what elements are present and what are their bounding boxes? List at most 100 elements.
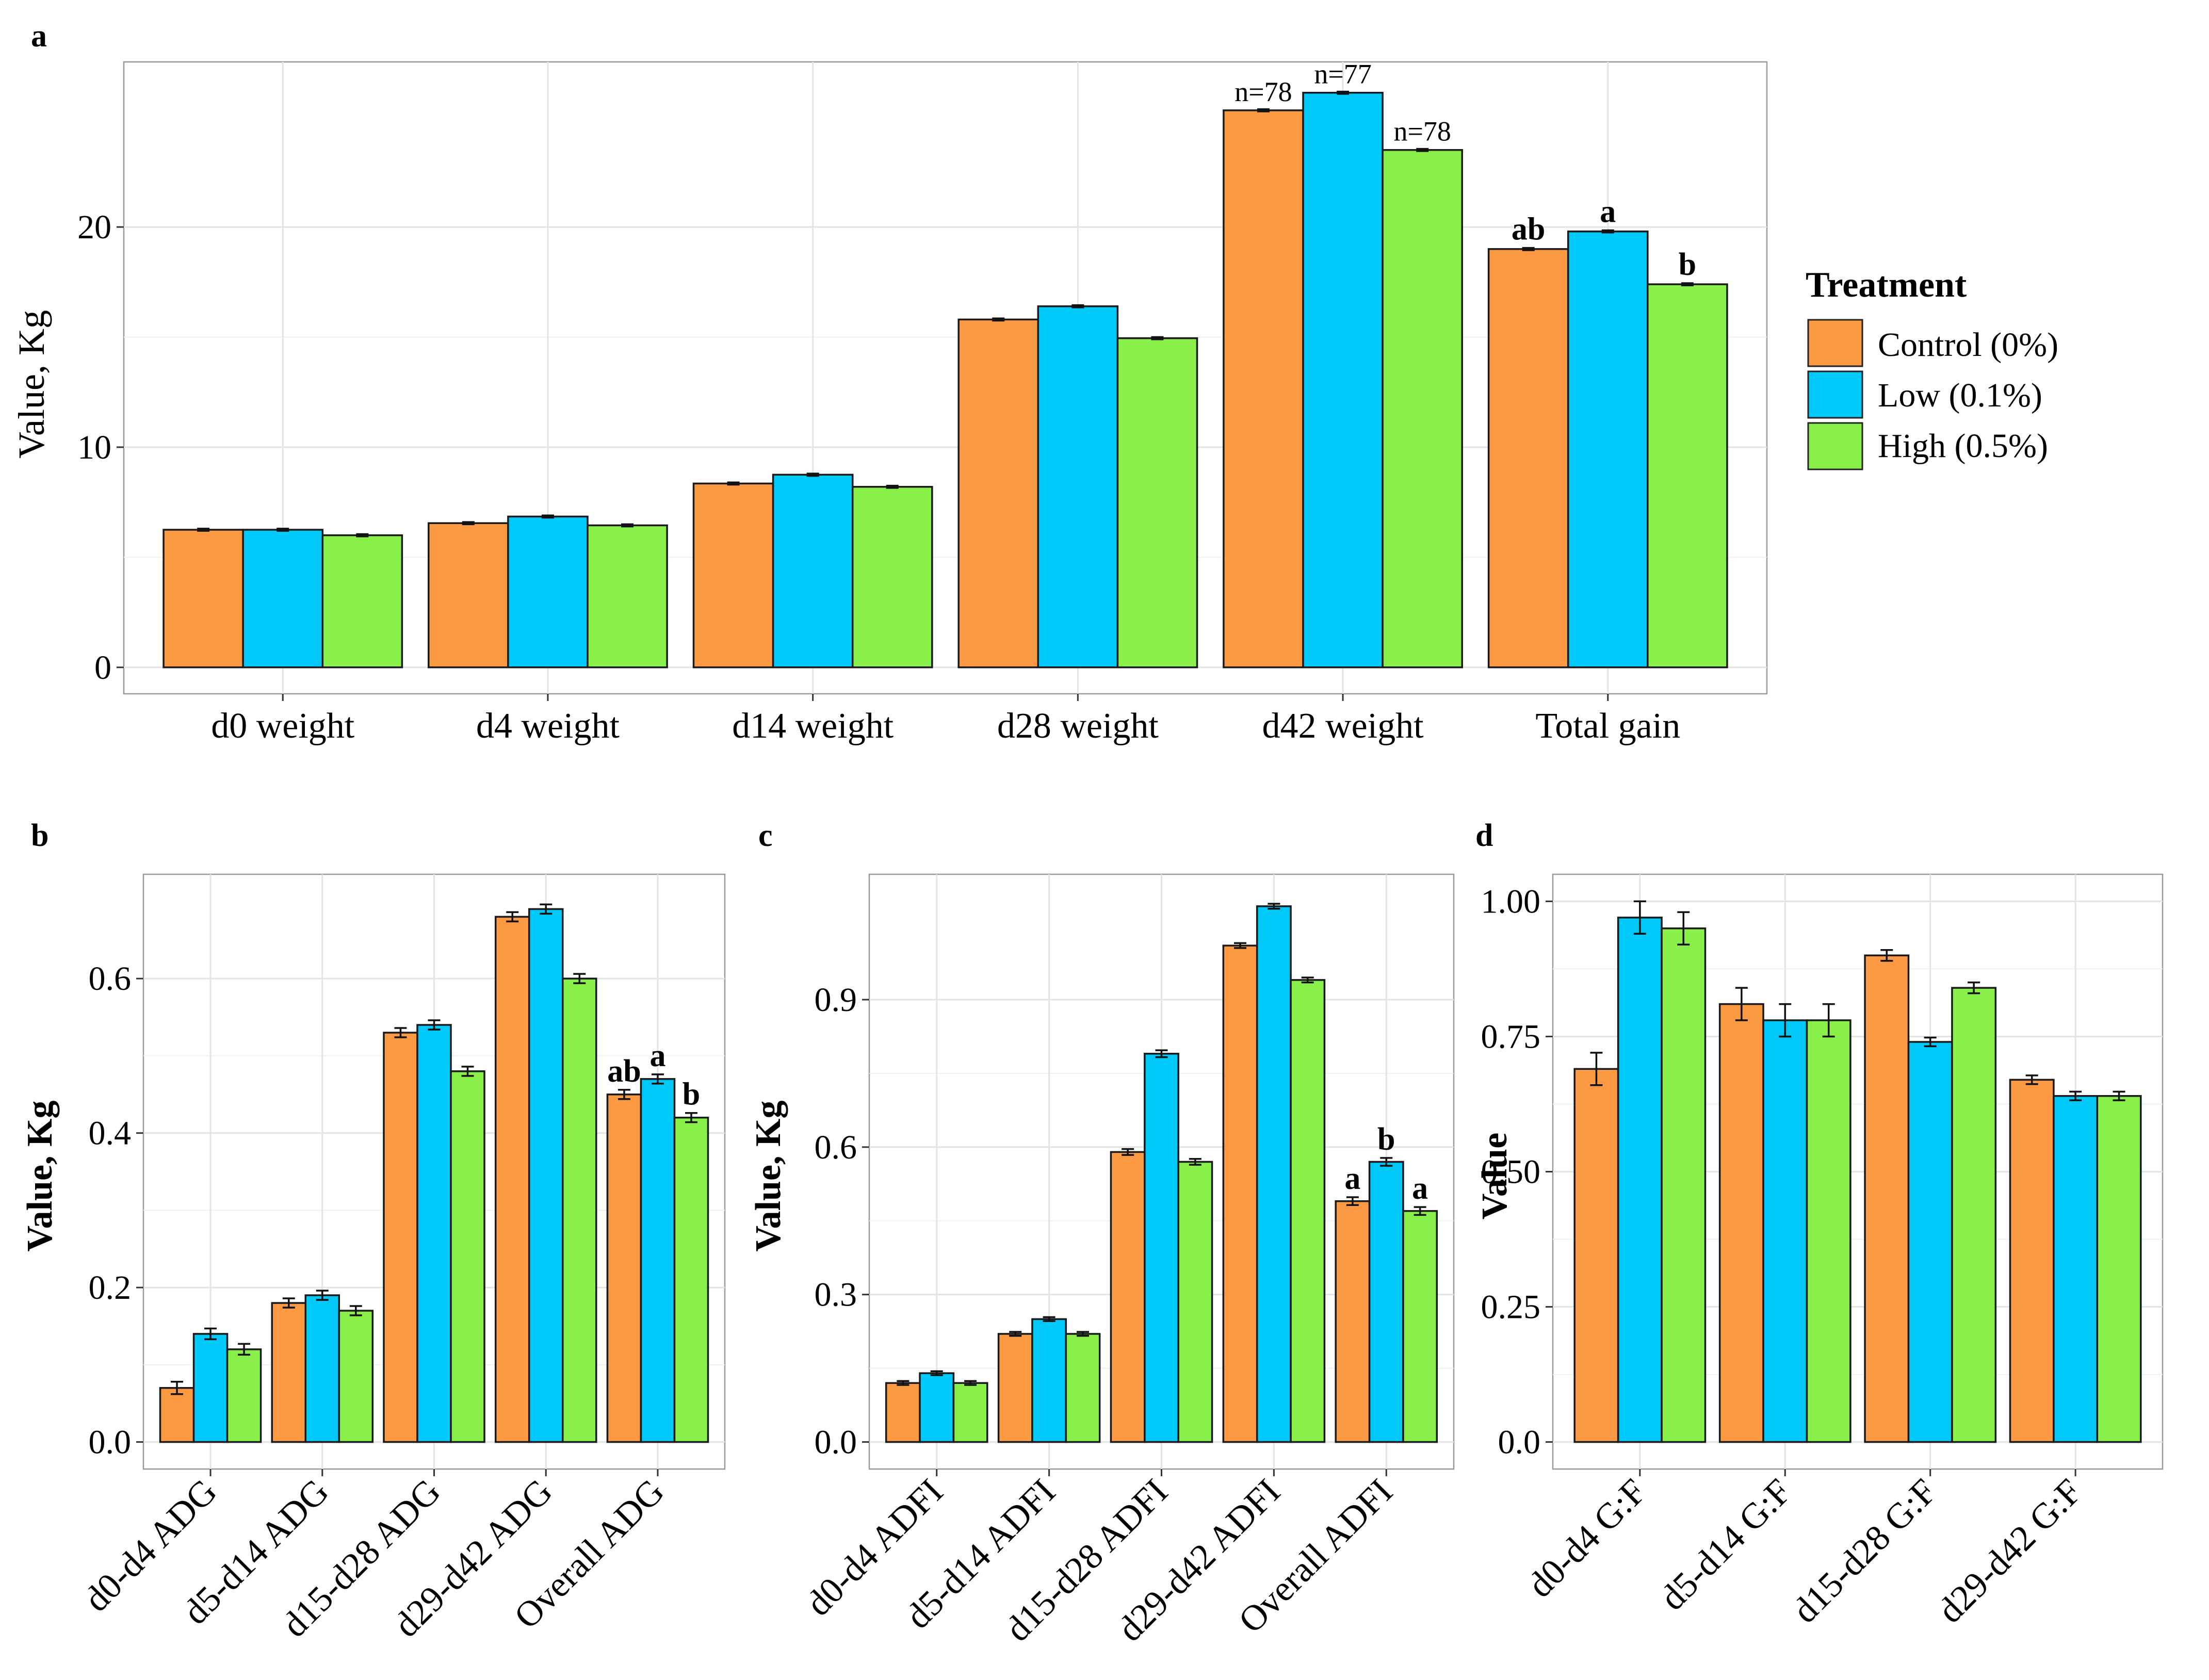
panel-b-annotation: ab [607, 1054, 641, 1089]
panel-b-ytick-label: 0.6 [89, 960, 132, 998]
panel-a-bar [163, 529, 244, 668]
panel-d-ytick-label: 0.25 [1481, 1288, 1541, 1326]
panel-a-bar [1223, 109, 1304, 668]
panel-b-annotation: a [649, 1038, 665, 1073]
panel-a-annotation: n=77 [1314, 59, 1371, 90]
panel-b-bar [226, 1348, 262, 1443]
panel-b-bar [271, 1302, 307, 1443]
panel-b-bar [416, 1024, 452, 1443]
panel-a-bar [1567, 230, 1649, 668]
panel-c-bar [1222, 944, 1258, 1443]
panel-b-bar [561, 977, 597, 1443]
panel-d-bar [1617, 917, 1663, 1443]
panel-b-bar [606, 1094, 642, 1443]
panel-d-bar [1907, 1041, 1953, 1443]
panel-c-bar [1144, 1053, 1179, 1443]
panel-c-ytick-label: 0.9 [815, 981, 857, 1019]
panel-b-bar [640, 1078, 676, 1443]
panel-d-bar [2009, 1079, 2055, 1443]
legend-label-control: Control (0%) [1878, 326, 2058, 364]
panel-b-bar [304, 1294, 340, 1443]
panel-b-ytick-label: 0.0 [89, 1424, 132, 1461]
panel-c-bar [1177, 1161, 1213, 1443]
panel-a-bar [1037, 305, 1119, 668]
panel-a-annotation: ab [1512, 212, 1545, 247]
panel-c-ytick-label: 0.0 [815, 1424, 857, 1461]
panel-c-bar [919, 1372, 955, 1443]
panel-d-ytick-label: 0.75 [1481, 1018, 1541, 1055]
panel-c-ylabel: Value, Kg [749, 1100, 788, 1251]
panel-d-ytick-label: 1.00 [1481, 883, 1541, 920]
panel-c-bar [1031, 1318, 1067, 1443]
panel-d-ytick-label: 0.50 [1481, 1153, 1541, 1191]
panel-d-bar [1864, 954, 1910, 1443]
panel-a-bar [242, 529, 324, 668]
panel-a-bar [1647, 283, 1728, 668]
panel-c-bar [885, 1382, 921, 1443]
panel-a-bar [587, 524, 668, 668]
panel-c-ytick-label: 0.3 [815, 1276, 857, 1314]
panel-a-bar [772, 474, 854, 668]
panel-a-category-label: d14 weight [732, 706, 894, 746]
panel-a-bar [1487, 248, 1569, 668]
panel-b-bar [673, 1116, 709, 1443]
panel-a-category-label: Total gain [1535, 706, 1680, 746]
panel-a-category-label: d0 weight [211, 706, 355, 746]
panel-c-bar [1065, 1333, 1101, 1443]
panel-label-b: b [31, 818, 48, 853]
panel-a-bar [1302, 92, 1384, 668]
panel-a-bar [1382, 149, 1463, 668]
panel-c-annotation: b [1377, 1122, 1395, 1157]
panel-b-ylabel: Value, Kg [20, 1100, 60, 1251]
panel-b-bar [383, 1032, 418, 1443]
panel-c-ytick-label: 0.6 [815, 1129, 857, 1166]
panel-c-bar [1335, 1200, 1371, 1443]
panel-d-bar [2096, 1095, 2142, 1443]
panel-a-bar [692, 482, 774, 668]
panel-d-chart: 0.0 0.25 0.50 0.75 1.00 d0-d4 G:Fd5-d14 G:Fd1… [1475, 873, 2164, 1631]
legend-title: Treatment [1806, 265, 1967, 305]
panel-d-ylabel: Value [1475, 1133, 1515, 1220]
panel-d-ytick-label: 0.0 [1498, 1424, 1541, 1461]
panel-d-bar [1573, 1068, 1619, 1443]
panel-a-annotation: n=78 [1235, 76, 1292, 107]
panel-c-bar [997, 1333, 1033, 1443]
panel-a-ytick-label: 0 [94, 649, 111, 687]
panel-a-annotation: b [1679, 247, 1696, 282]
panel-c-bar [1290, 979, 1326, 1443]
panel-a-category-label: d4 weight [476, 706, 620, 746]
legend-swatch-low [1807, 370, 1863, 419]
panel-a-ytick-label: 20 [77, 208, 111, 246]
panel-b-ytick-label: 0.2 [89, 1269, 132, 1307]
panel-b-bar [528, 908, 564, 1443]
panel-b-bar [450, 1070, 485, 1443]
panel-d-bar [1762, 1019, 1808, 1443]
panel-label-a: a [31, 19, 47, 54]
legend-swatch-control [1807, 319, 1863, 367]
panel-label-d: d [1475, 818, 1493, 853]
legend-label-low: Low (0.1%) [1878, 377, 2042, 414]
panel-a-bar [957, 318, 1039, 668]
legend: Treatment Control (0%) Low (0.1%) High (… [1806, 265, 2058, 470]
panel-a-bar [851, 486, 933, 668]
panel-c-bar [952, 1382, 988, 1443]
panel-b-ytick-label: 0.4 [89, 1115, 132, 1152]
panel-d-bar [1806, 1019, 1851, 1443]
panel-b-annotation: b [683, 1077, 700, 1112]
panel-a-category-label: d42 weight [1262, 706, 1424, 746]
panel-b-bar [159, 1387, 195, 1443]
panel-c-bar [1256, 905, 1292, 1443]
legend-swatch-high [1807, 422, 1863, 470]
panel-b-bar [192, 1333, 229, 1443]
panel-c-bar [1110, 1151, 1146, 1443]
panel-a-bar [507, 515, 589, 668]
panel-c-annotation: a [1344, 1161, 1360, 1196]
panel-b-bar [494, 916, 530, 1443]
panel-label-c: c [758, 818, 773, 853]
panel-d-bar [1661, 927, 1707, 1443]
panel-a-category-label: d28 weight [997, 706, 1159, 746]
